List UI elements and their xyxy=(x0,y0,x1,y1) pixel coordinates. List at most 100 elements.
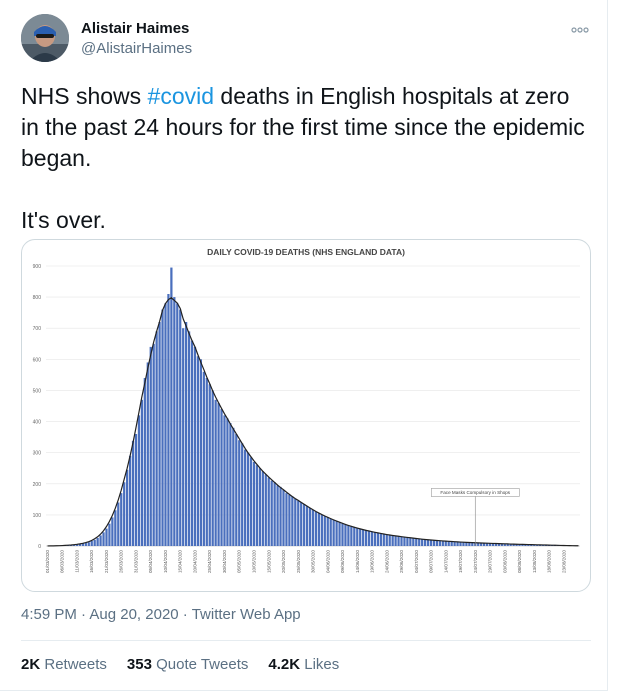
trend-curve xyxy=(47,297,579,547)
bar xyxy=(241,443,244,546)
bar xyxy=(314,511,318,546)
retweets-stat[interactable]: 2K Retweets xyxy=(21,656,107,673)
x-tick-label: 24/06/2020 xyxy=(384,550,389,573)
bar xyxy=(423,539,427,546)
bar xyxy=(462,542,465,546)
bar xyxy=(379,533,382,546)
bar xyxy=(131,440,135,546)
bar xyxy=(409,537,412,546)
bar xyxy=(137,415,141,546)
tweet-stats: 2K Retweets 353 Quote Tweets 4.2K Likes xyxy=(21,656,339,673)
bar xyxy=(111,517,114,546)
x-tick-label: 10/05/2020 xyxy=(251,550,256,573)
bar xyxy=(126,469,129,546)
bar xyxy=(208,384,211,546)
x-tick-label: 05/05/2020 xyxy=(237,550,242,573)
meta-separator: · xyxy=(76,606,90,623)
x-tick-label: 20/05/2020 xyxy=(281,550,286,573)
bar xyxy=(450,541,453,546)
bar xyxy=(435,540,439,546)
y-tick-label: 900 xyxy=(33,264,42,270)
bar xyxy=(279,486,282,546)
x-tick-label: 21/03/2020 xyxy=(104,550,109,573)
avatar[interactable] xyxy=(21,14,69,62)
chart-image[interactable]: DAILY COVID-19 DEATHS (NHS ENGLAND DATA)… xyxy=(21,239,591,592)
bar xyxy=(370,531,374,546)
bar xyxy=(255,465,259,546)
tweet-app[interactable]: Twitter Web App xyxy=(191,606,301,623)
author-handle[interactable]: @AlistairHaimes xyxy=(81,40,193,57)
bar xyxy=(276,485,279,546)
bar xyxy=(152,343,155,546)
bar xyxy=(426,539,430,546)
bar xyxy=(494,543,498,546)
bar xyxy=(344,524,347,546)
annotation-box xyxy=(431,488,520,497)
x-tick-label: 11/03/2020 xyxy=(74,550,79,573)
bar xyxy=(90,541,93,546)
bar xyxy=(500,543,503,546)
bar xyxy=(347,525,350,546)
x-tick-label: 23/08/2020 xyxy=(561,550,566,573)
hashtag-link[interactable]: #covid xyxy=(147,83,215,109)
tweet-date[interactable]: Aug 20, 2020 xyxy=(89,606,179,623)
x-tick-label: 15/05/2020 xyxy=(266,550,271,573)
tweet-time[interactable]: 4:59 PM xyxy=(21,606,77,623)
bar xyxy=(288,494,291,546)
bar xyxy=(512,544,515,546)
bar xyxy=(308,508,312,546)
bar xyxy=(120,493,123,546)
bar xyxy=(364,530,368,546)
bar xyxy=(373,532,377,546)
bar xyxy=(482,543,486,546)
bar xyxy=(258,468,262,546)
tweet-meta: 4:59 PM · Aug 20, 2020 · Twitter Web App xyxy=(21,606,301,623)
tweet-text: NHS shows #covid deaths in English hospi… xyxy=(21,81,591,236)
more-dots-icon[interactable] xyxy=(570,20,590,40)
bar xyxy=(149,346,152,546)
bar xyxy=(394,536,397,546)
x-tick-label: 20/04/2020 xyxy=(192,550,197,573)
bar xyxy=(140,399,144,546)
quote-tweets-stat[interactable]: 353 Quote Tweets xyxy=(127,656,248,673)
divider xyxy=(21,640,591,641)
bar xyxy=(84,542,87,546)
bar xyxy=(400,536,403,546)
y-tick-label: 100 xyxy=(33,513,42,519)
tweet-paragraph: NHS shows #covid deaths in English hospi… xyxy=(21,81,591,174)
x-tick-label: 14/06/2020 xyxy=(355,550,360,573)
bar xyxy=(72,544,76,546)
bar xyxy=(335,521,338,546)
likes-label: Likes xyxy=(300,656,340,673)
x-tick-label: 01/03/2020 xyxy=(45,550,50,573)
bar xyxy=(123,482,126,546)
bar xyxy=(480,542,483,546)
bar xyxy=(444,541,447,546)
bar xyxy=(105,528,108,546)
bar xyxy=(353,527,356,546)
bar xyxy=(521,544,524,546)
bar xyxy=(134,434,138,546)
bar xyxy=(199,359,203,546)
x-tick-label: 03/08/2020 xyxy=(502,550,507,573)
bar xyxy=(503,543,506,546)
bar xyxy=(485,543,489,546)
bar xyxy=(211,390,214,546)
bar xyxy=(93,539,96,546)
bar xyxy=(232,427,235,546)
x-tick-label: 08/08/2020 xyxy=(517,550,522,573)
bar xyxy=(167,294,170,546)
bar xyxy=(235,434,238,546)
bar xyxy=(509,544,512,546)
likes-stat[interactable]: 4.2K Likes xyxy=(268,656,339,673)
x-tick-label: 26/03/2020 xyxy=(119,550,124,573)
tweet-paragraph-2: It's over. xyxy=(21,207,106,233)
bar xyxy=(311,509,315,546)
bar xyxy=(477,542,480,546)
bar xyxy=(223,415,226,546)
x-tick-label: 15/04/2020 xyxy=(178,550,183,573)
bar xyxy=(146,362,149,546)
bar xyxy=(418,538,421,546)
author-name[interactable]: Alistair Haimes xyxy=(81,20,190,37)
bar xyxy=(196,356,200,546)
